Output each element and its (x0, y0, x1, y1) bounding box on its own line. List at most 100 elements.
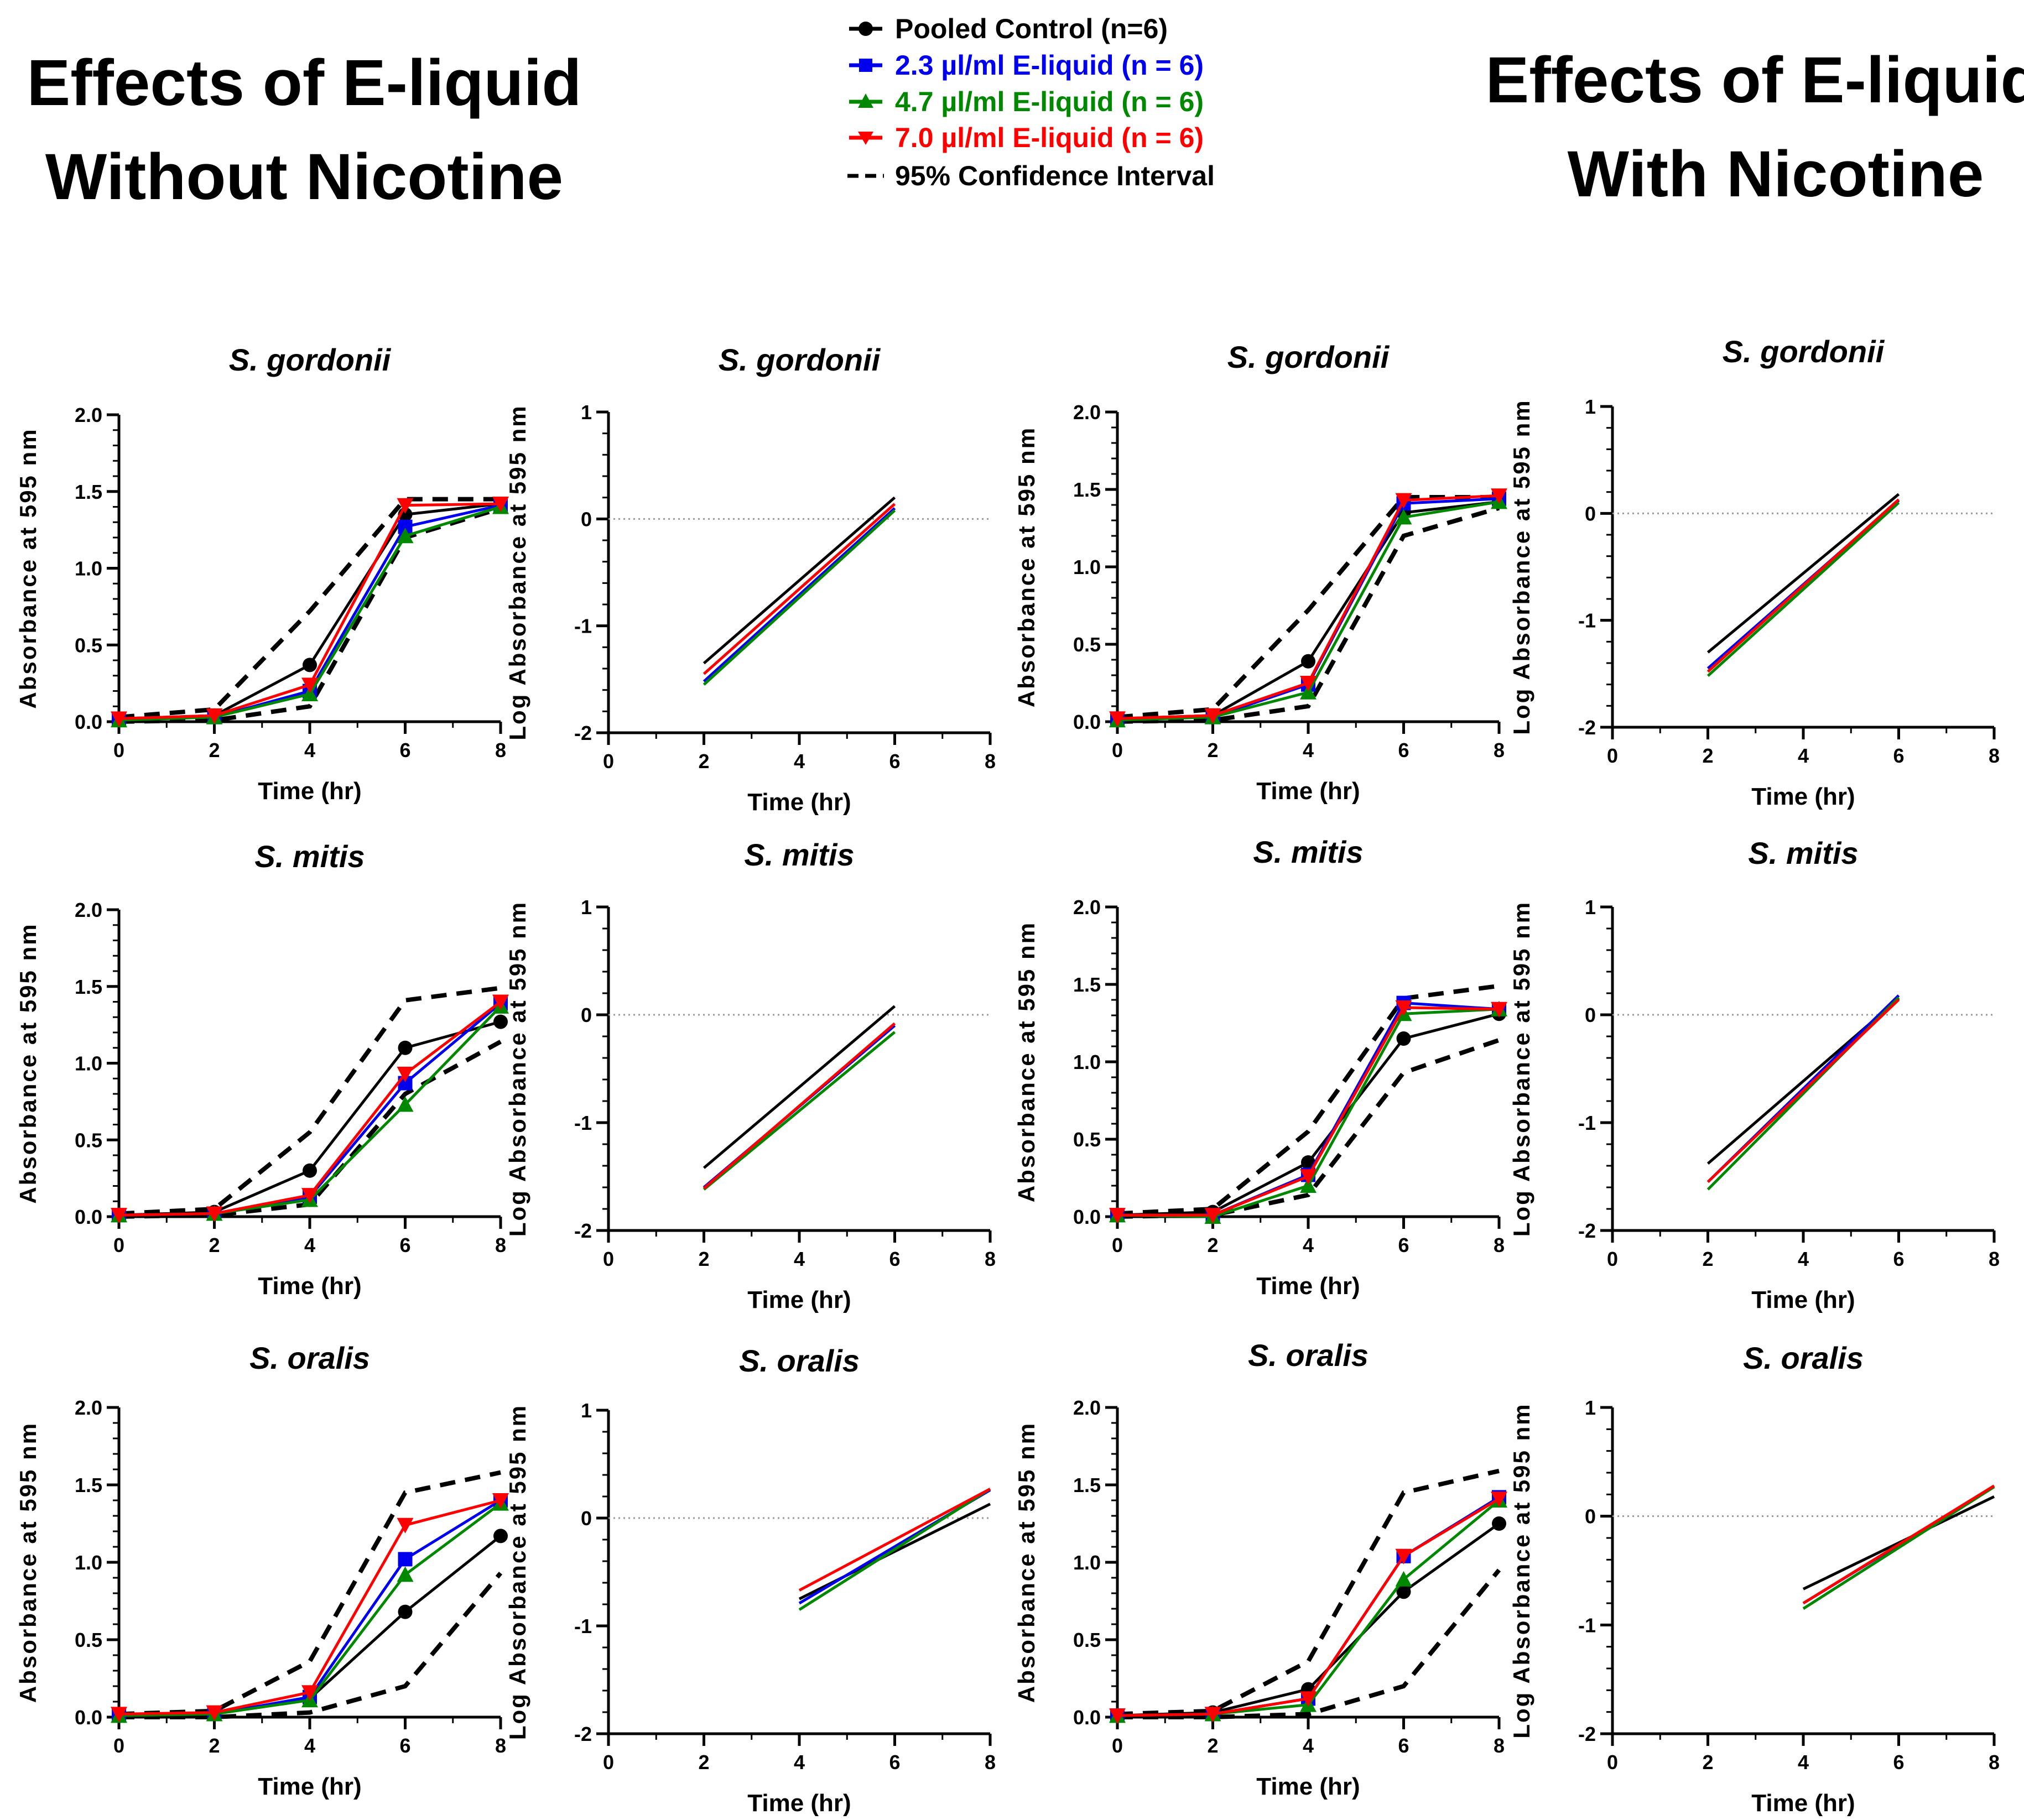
chart-title: S. oralis (1248, 1338, 1369, 1373)
y-axis-label: Log Absorbance at 595 nm (1508, 901, 1534, 1237)
x-tick-label: 2 (698, 1751, 709, 1774)
data-point (301, 1685, 318, 1701)
legend-label-ci: 95% Confidence Interval (895, 160, 1215, 191)
x-tick-label: 0 (1607, 744, 1618, 767)
ci-upper-line (118, 497, 501, 719)
data-point (493, 1014, 508, 1029)
x-tick-label: 0 (1112, 1734, 1123, 1757)
chart-title: S. oralis (249, 1341, 370, 1375)
x-tick-label: 2 (209, 739, 220, 762)
series-line (1706, 502, 1900, 677)
y-axis-label: Absorbance at 595 nm (1013, 1422, 1039, 1703)
series-2 (1802, 1485, 1995, 1610)
chart-title: S. gordonii (1227, 340, 1390, 374)
series-3 (1802, 1484, 1995, 1605)
series-line (703, 1005, 896, 1169)
y-tick-label: 1.0 (75, 557, 102, 580)
right-title: Effects of E-liquid With Nicotine (1486, 44, 2024, 211)
series-2 (703, 1031, 896, 1191)
y-tick-label: 1.5 (1073, 478, 1101, 501)
series-3 (1706, 498, 1900, 673)
series-line (1706, 498, 1900, 673)
y-tick-label: 2.0 (1073, 896, 1101, 919)
chart-w-gordonii-log: S. gordonii -2 -1 0 1 0 2 4 6 8 Time (hr) Log Absor… (1508, 334, 2000, 810)
series-line (703, 1031, 896, 1191)
y-tick-label: 1 (581, 896, 592, 919)
y-tick-label: 0.5 (75, 634, 102, 656)
x-tick-label: 6 (889, 1751, 900, 1774)
legend-label-control: Pooled Control (n=6) (895, 13, 1168, 44)
x-tick-label: 2 (1207, 739, 1218, 762)
legend-label-high: 7.0 µl/ml E-liquid (n = 6) (895, 122, 1204, 153)
data-point (397, 1517, 414, 1534)
y-tick-label: 1 (581, 401, 592, 424)
y-axis-label: Log Absorbance at 595 nm (504, 901, 530, 1237)
y-tick-label: 1.5 (75, 481, 102, 503)
data-point (206, 1705, 223, 1721)
y-tick-label: 0.0 (75, 1706, 102, 1729)
x-tick-label: 6 (1398, 1234, 1409, 1256)
data-point (1396, 1031, 1411, 1046)
y-axis-label: Absorbance at 595 nm (1013, 426, 1039, 707)
y-tick-label: 0.0 (1073, 1206, 1101, 1228)
y-tick-label: -1 (574, 615, 592, 638)
series-3 (798, 1488, 991, 1592)
legend-marker-circle (858, 22, 873, 36)
series-3 (703, 1022, 896, 1190)
data-point (492, 496, 509, 512)
x-tick-label: 8 (1989, 744, 2000, 767)
chart-title: S. mitis (1748, 836, 1858, 870)
y-tick-label: -1 (574, 1112, 592, 1134)
series-line (703, 496, 896, 665)
x-tick-label: 8 (495, 1234, 506, 1256)
legend-label-mid: 4.7 µl/ml E-liquid (n = 6) (895, 86, 1204, 117)
x-axis-label: Time (hr) (747, 1286, 851, 1313)
chart-title: S. oralis (1743, 1341, 1864, 1375)
y-tick-label: 0.0 (1073, 1706, 1101, 1729)
x-axis-label: Time (hr) (258, 1773, 361, 1800)
y-axis-label: Absorbance at 595 nm (15, 427, 41, 708)
y-tick-label: -2 (574, 1723, 592, 1745)
chart-w-oralis-log: S. oralis -2 -1 0 1 0 2 4 6 8 Time (hr) Log Absorba… (1508, 1341, 2000, 1817)
data-point (1492, 1516, 1506, 1531)
x-tick-label: 0 (603, 1751, 614, 1774)
x-axis-label: Time (hr) (1751, 1790, 1855, 1817)
y-axis-label: Log Absorbance at 595 nm (504, 404, 530, 740)
x-tick-label: 6 (399, 739, 410, 762)
series-line (703, 509, 896, 686)
x-axis-label: Time (hr) (258, 1273, 361, 1300)
legend-entry-high: 7.0 µl/ml E-liquid (n = 6) (849, 122, 1204, 153)
series-2 (703, 509, 896, 686)
ci-upper-line (1117, 983, 1500, 1216)
x-tick-label: 0 (603, 750, 614, 773)
ci-upper-line (118, 985, 501, 1216)
x-tick-label: 6 (889, 750, 900, 773)
x-axis-label: Time (hr) (1256, 778, 1360, 805)
y-tick-label: 0.5 (1073, 633, 1101, 656)
series-0 (1706, 493, 1900, 654)
y-tick-label: 2.0 (1073, 401, 1101, 424)
series-line (1802, 1485, 1995, 1610)
ci-lower-line (118, 506, 502, 724)
x-tick-label: 6 (1893, 1751, 1904, 1774)
series-line (798, 1488, 991, 1611)
y-axis-label: Absorbance at 595 nm (15, 922, 41, 1203)
series-3 (111, 994, 509, 1224)
x-tick-label: 4 (1798, 744, 1809, 767)
y-tick-label: 0 (1585, 502, 1596, 525)
y-tick-label: 0 (581, 1004, 592, 1026)
data-point (1491, 1002, 1507, 1018)
x-axis-label: Time (hr) (747, 1790, 851, 1817)
legend-entry-ci: 95% Confidence Interval (847, 160, 1215, 191)
y-axis-label: Log Absorbance at 595 nm (1508, 399, 1534, 734)
data-point (492, 994, 509, 1010)
x-tick-label: 8 (985, 750, 996, 773)
data-point (397, 1566, 414, 1582)
data-point (301, 677, 318, 693)
y-tick-label: 0.0 (1073, 711, 1101, 733)
data-point (1491, 488, 1507, 504)
y-tick-label: 2.0 (75, 899, 102, 921)
chart-wo-mitis-abs: S. mitis 0.0 0.5 1.0 1.5 2.0 0 2 4 6 8 Time (hr) Abs… (15, 839, 509, 1300)
data-point (492, 1493, 509, 1509)
legend-entry-mid: 4.7 µl/ml E-liquid (n = 6) (849, 86, 1204, 117)
